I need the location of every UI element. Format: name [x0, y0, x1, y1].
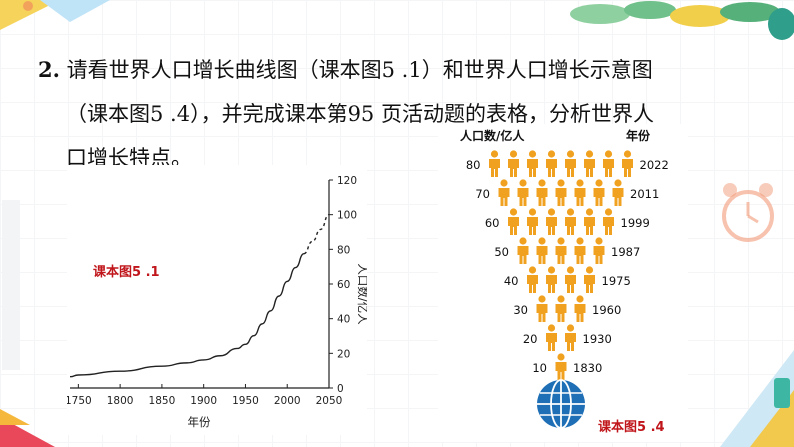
person-icon	[498, 179, 510, 206]
alarm-clock-decoration-icon	[722, 183, 774, 242]
person-icon	[555, 237, 567, 264]
question-number: 2.	[38, 57, 60, 82]
x-tick-label: 1750	[67, 395, 92, 407]
person-icon	[536, 295, 548, 322]
person-icon	[489, 150, 500, 177]
bottom-right-decoration-icon	[720, 350, 794, 447]
person-icon	[527, 150, 538, 177]
person-icon	[508, 150, 519, 177]
pictogram-pop-label: 20	[523, 332, 538, 346]
figure-5-1-label: 课本图5 .1	[93, 265, 160, 280]
x-tick-label: 2000	[274, 395, 301, 407]
population-pictogram: 人口数/亿人 年份 80 2022 70 2011 60 1999 50 1987 40 1975 30…	[460, 128, 669, 429]
y-axis-title: 人口数/亿人	[356, 263, 367, 325]
pictogram-year-label: 1999	[621, 216, 650, 230]
x-tick-label: 1850	[149, 395, 176, 407]
person-icon	[555, 179, 567, 206]
person-icon	[508, 208, 519, 235]
person-icon	[603, 150, 614, 177]
person-icon	[517, 237, 529, 264]
person-icon	[612, 179, 624, 206]
y-tick-label: 40	[337, 314, 350, 326]
top-left-decoration-icon	[0, 0, 110, 30]
y-tick-label: 120	[337, 175, 357, 187]
pictogram-pop-label: 60	[485, 216, 500, 230]
y-tick-label: 20	[337, 348, 350, 360]
x-tick-label: 1900	[190, 395, 217, 407]
top-right-leaf-decoration-icon	[570, 1, 794, 40]
pictogram-pop-label: 30	[513, 303, 528, 317]
pictogram-pop-label: 10	[532, 361, 547, 375]
population-curve-figure: 1750 1800 1850 1900 1950 2000 2050 0 20 40 60 80 100…	[65, 165, 370, 435]
question-line-1: 请看世界人口增长曲线图（课本图5 .1）和世界人口增长示意图	[66, 58, 653, 82]
x-tick-label: 1950	[232, 395, 259, 407]
pictogram-pop-label: 40	[504, 274, 519, 288]
x-axis-title: 年份	[188, 415, 211, 429]
pictogram-pop-label: 80	[466, 158, 481, 172]
question-line-2: （课本图5 .4），并完成课本第95 页活动题的表格，分析世界人	[66, 102, 654, 126]
person-icon	[546, 208, 557, 235]
person-icon	[546, 266, 557, 293]
figure-5-4-label: 课本图5 .4	[598, 420, 665, 435]
person-icon	[603, 208, 614, 235]
pictogram-year-label: 1960	[592, 303, 621, 317]
person-icon	[536, 179, 548, 206]
person-icon	[593, 237, 605, 264]
pictogram-year-label: 1975	[602, 274, 631, 288]
person-icon	[565, 150, 576, 177]
person-icon	[536, 237, 548, 264]
pictogram-pop-label: 70	[475, 187, 490, 201]
person-icon	[574, 237, 586, 264]
person-icon	[517, 179, 529, 206]
person-icon	[565, 208, 576, 235]
y-tick-label: 60	[337, 279, 350, 291]
person-icon	[574, 179, 586, 206]
population-line	[69, 252, 305, 378]
pictogram-year-label: 1830	[573, 361, 602, 375]
person-icon	[546, 324, 557, 351]
person-icon	[527, 266, 538, 293]
person-icon	[546, 150, 557, 177]
pictogram-pop-header: 人口数/亿人	[460, 128, 525, 143]
x-tick-label: 2050	[316, 395, 343, 407]
pictogram-year-label: 1930	[583, 332, 612, 346]
pictogram-year-label: 1987	[611, 245, 640, 259]
person-icon	[527, 208, 538, 235]
y-tick-label: 80	[337, 244, 350, 256]
person-icon	[555, 295, 567, 322]
person-icon	[584, 150, 595, 177]
pictogram-pop-label: 50	[494, 245, 509, 259]
person-icon	[622, 150, 633, 177]
population-pictogram-figure: 人口数/亿人 年份 80 2022 70 2011 60 1999 50 1987 40 1975 30…	[438, 124, 688, 442]
person-icon	[565, 324, 576, 351]
person-icon	[555, 353, 567, 380]
y-tick-label: 100	[337, 210, 357, 222]
y-tick-label: 0	[337, 383, 344, 395]
person-icon	[584, 208, 595, 235]
person-icon	[593, 179, 605, 206]
bottom-left-pencil-decoration-icon	[0, 409, 55, 447]
person-icon	[565, 266, 576, 293]
projected-population-line	[303, 213, 330, 255]
pictogram-year-header: 年份	[626, 128, 651, 143]
person-icon	[574, 295, 586, 322]
pictogram-year-label: 2011	[630, 187, 659, 201]
left-ruler-decoration-icon	[2, 200, 20, 370]
pictogram-year-label: 2022	[640, 158, 669, 172]
x-tick-label: 1800	[107, 395, 134, 407]
person-icon	[584, 266, 595, 293]
globe-icon	[537, 379, 585, 429]
